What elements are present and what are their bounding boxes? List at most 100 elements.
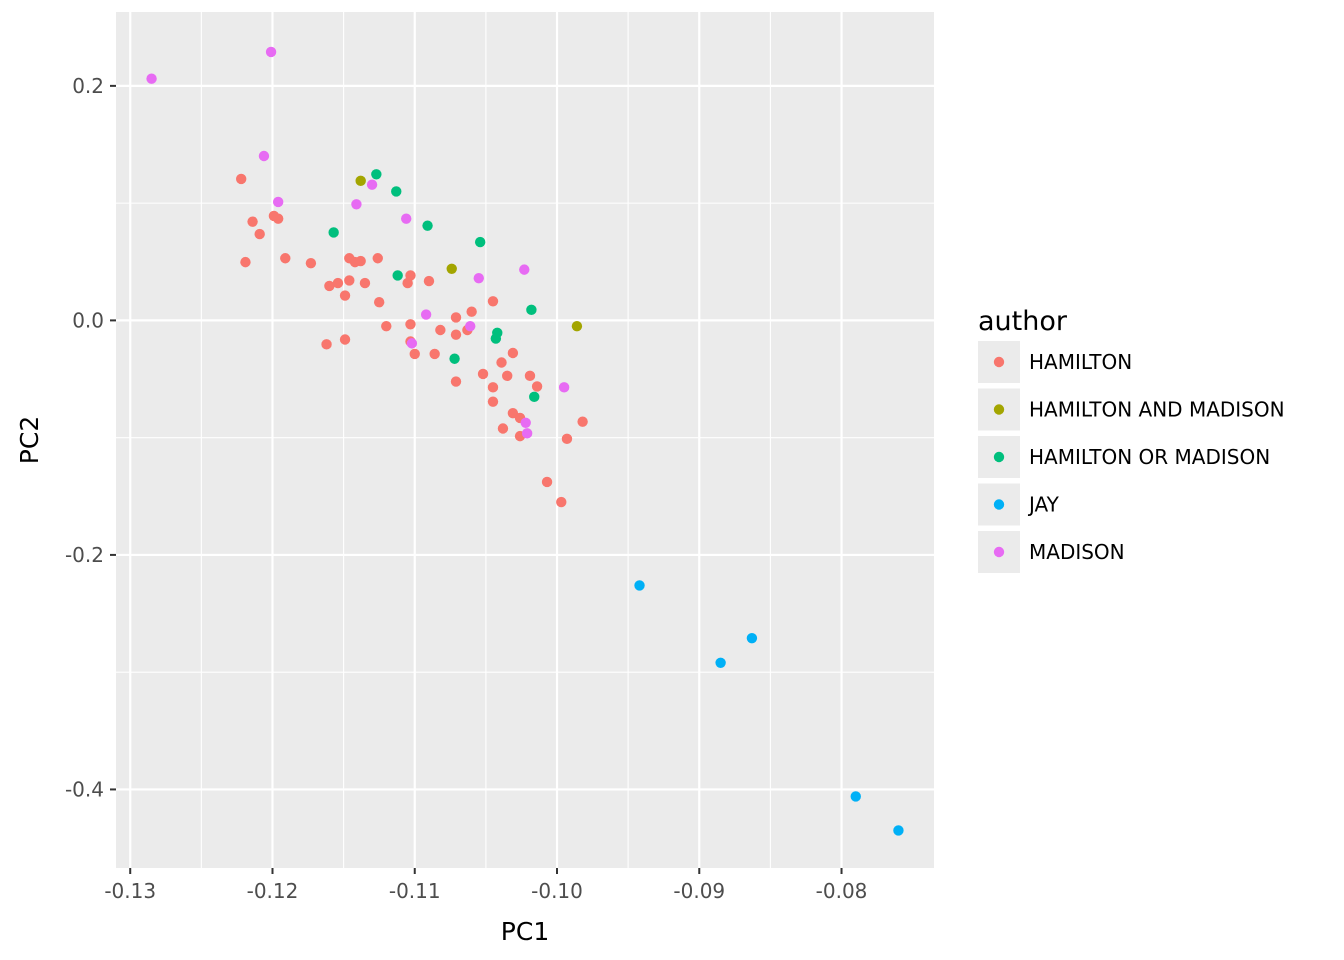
data-point <box>339 334 351 345</box>
data-point <box>490 333 502 344</box>
data-point <box>429 348 440 360</box>
data-point <box>280 253 291 264</box>
legend-label: HAMILTON AND MADISON <box>1029 398 1285 422</box>
data-point <box>577 416 588 427</box>
legend-label: JAY <box>1027 493 1060 517</box>
data-point <box>487 396 499 407</box>
data-point <box>520 417 531 428</box>
data-point <box>272 196 284 208</box>
x-tick-label: -0.12 <box>247 879 299 903</box>
legend-key-point <box>993 499 1005 510</box>
data-point <box>355 175 366 187</box>
data-point <box>571 320 583 332</box>
data-point <box>521 428 533 439</box>
data-point <box>477 368 489 380</box>
data-point <box>531 381 543 392</box>
legend-key-point <box>993 356 1005 368</box>
data-point <box>450 376 462 387</box>
data-point <box>746 632 758 644</box>
major-gridlines <box>116 12 934 868</box>
legend-key-point <box>993 404 1005 415</box>
data-point <box>422 220 433 231</box>
data-point <box>502 370 513 382</box>
data-point <box>146 73 157 84</box>
data-point <box>265 46 277 58</box>
legend-label: HAMILTON <box>1029 350 1132 374</box>
data-point <box>392 270 403 281</box>
legend-key-point <box>993 546 1005 558</box>
data-point <box>524 370 536 382</box>
data-point <box>558 382 570 393</box>
x-tick-label: -0.08 <box>816 879 868 903</box>
y-tick-label: 0.0 <box>72 308 104 332</box>
data-point <box>321 339 332 350</box>
data-point <box>541 476 553 488</box>
data-point <box>474 236 486 248</box>
data-point <box>272 213 284 224</box>
data-point <box>344 275 355 286</box>
y-tick-label: -0.4 <box>65 777 104 801</box>
data-point <box>420 309 432 320</box>
data-point <box>465 320 476 332</box>
data-point <box>466 306 477 317</box>
legend-label: MADISON <box>1029 540 1125 564</box>
x-tick-label: -0.13 <box>104 879 156 903</box>
data-point <box>497 423 509 434</box>
data-point <box>305 257 317 269</box>
legend: author HAMILTON HAMILTON AND MADISON HAMIL… <box>978 306 1285 573</box>
legend-key-point <box>993 451 1005 463</box>
minor-gridlines <box>116 12 934 868</box>
data-point <box>405 319 416 330</box>
data-point <box>487 296 499 307</box>
data-point <box>258 150 270 162</box>
legend-label: HAMILTON OR MADISON <box>1029 445 1270 469</box>
data-point <box>507 347 519 359</box>
data-point <box>328 227 339 238</box>
y-tick-label: -0.2 <box>65 543 104 567</box>
data-point <box>332 277 344 289</box>
plot-panel <box>116 12 934 868</box>
data-point <box>634 580 645 591</box>
data-point <box>355 255 366 267</box>
data-point <box>529 391 540 403</box>
data-point <box>409 348 420 360</box>
x-tick-label: -0.11 <box>389 879 441 903</box>
data-point <box>371 169 382 180</box>
data-point <box>850 791 861 802</box>
data-point <box>373 297 385 308</box>
y-tick-label: 0.2 <box>72 74 104 98</box>
data-point <box>435 324 446 336</box>
data-point <box>450 312 462 323</box>
data-point <box>423 275 435 287</box>
data-point <box>372 253 383 264</box>
y-axis-title: PC2 <box>15 416 44 464</box>
data-point <box>391 186 402 197</box>
x-axis: -0.13 -0.12 -0.11 -0.10 -0.09 -0.08 <box>104 868 867 903</box>
y-axis: 0.2 0.0 -0.2 -0.4 <box>65 74 116 801</box>
data-point <box>351 199 362 210</box>
data-point <box>401 213 412 224</box>
data-point <box>254 228 265 240</box>
x-tick-label: -0.10 <box>531 879 583 903</box>
x-tick-label: -0.09 <box>673 879 725 903</box>
data-point <box>893 825 904 836</box>
data-points <box>146 46 904 836</box>
data-point <box>496 357 507 368</box>
data-point <box>235 173 247 185</box>
data-point <box>240 256 251 268</box>
data-point <box>450 329 462 340</box>
x-axis-title: PC1 <box>501 917 549 946</box>
data-point <box>519 264 530 275</box>
data-point <box>324 280 335 292</box>
data-point <box>561 433 573 445</box>
data-point <box>473 272 484 284</box>
data-point <box>381 320 392 332</box>
data-point <box>339 290 351 301</box>
data-point <box>526 304 537 316</box>
legend-title: author <box>978 306 1068 337</box>
data-point <box>405 270 416 281</box>
data-point <box>247 216 258 227</box>
data-point <box>715 657 726 668</box>
data-point <box>366 179 378 190</box>
